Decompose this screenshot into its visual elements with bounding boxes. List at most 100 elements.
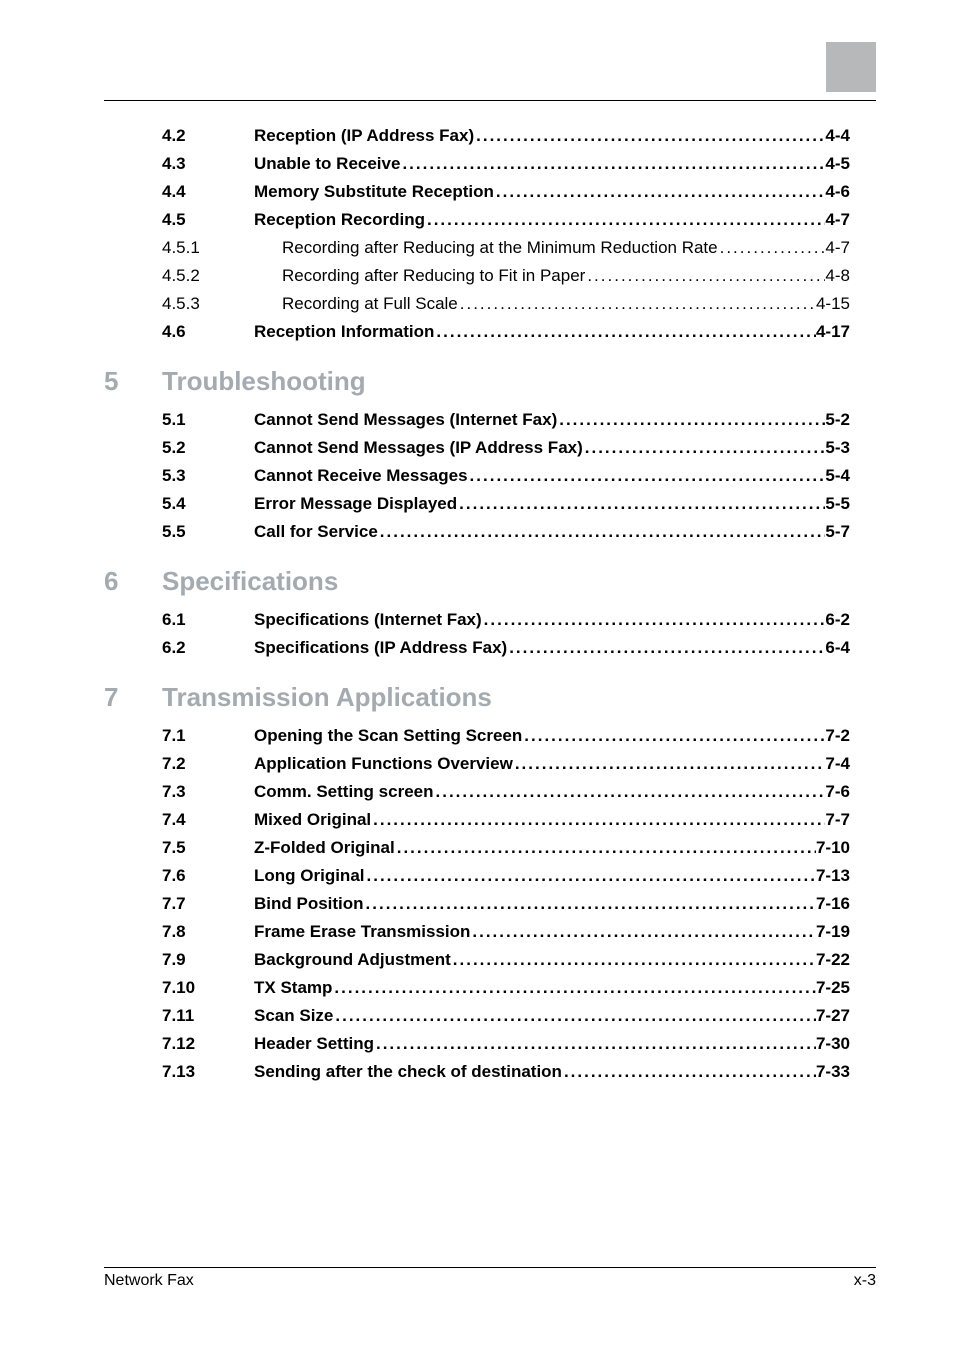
toc-entry: 7.11Scan Size...........................… — [162, 1006, 850, 1026]
toc-entry: 7.6Long Original........................… — [162, 866, 850, 886]
entry-page: 4-5 — [825, 154, 850, 174]
entry-page: 4-7 — [825, 210, 850, 230]
entry-page: 5-2 — [825, 410, 850, 430]
entry-title-cell: Cannot Send Messages (IP Address Fax)...… — [254, 438, 850, 458]
entry-number: 4.2 — [162, 126, 254, 146]
entry-page: 7-22 — [816, 950, 850, 970]
chapters-container: 5Troubleshooting 5.1Cannot Send Messages … — [162, 366, 850, 1082]
entry-page: 7-19 — [816, 922, 850, 942]
entry-title: Background Adjustment — [254, 950, 451, 970]
entry-number: 5.4 — [162, 494, 254, 514]
entry-number: 7.13 — [162, 1062, 254, 1082]
toc-entry: 4.3Unable to Receive....................… — [162, 154, 850, 174]
chapter-title: Transmission Applications — [162, 682, 492, 712]
entry-title: Long Original — [254, 866, 365, 886]
entry-number: 5.5 — [162, 522, 254, 542]
entry-page: 4-4 — [825, 126, 850, 146]
toc-entry: 5.3Cannot Receive Messages..............… — [162, 466, 850, 486]
entry-number: 7.5 — [162, 838, 254, 858]
entry-title-cell: Specifications (Internet Fax)...........… — [254, 610, 850, 630]
toc-entry: 5.4Error Message Displayed..............… — [162, 494, 850, 514]
toc-entry: 4.4Memory Substitute Reception..........… — [162, 182, 850, 202]
entry-number: 4.5.3 — [162, 294, 254, 314]
chapter-4-continued: 4.2Reception (IP Address Fax)...........… — [162, 126, 850, 342]
entry-title: TX Stamp — [254, 978, 332, 998]
leader-dots: ........................................… — [374, 1034, 816, 1054]
entry-number: 4.6 — [162, 322, 254, 342]
footer-row: Network Fax x-3 — [104, 1272, 876, 1290]
toc-entry: 7.2Application Functions Overview.......… — [162, 754, 850, 774]
toc-entry: 7.5Z-Folded Original....................… — [162, 838, 850, 858]
chapter-heading: 5Troubleshooting — [162, 366, 850, 396]
leader-dots: ........................................… — [470, 922, 816, 942]
entry-title: Error Message Displayed — [254, 494, 457, 514]
leader-dots: ........................................… — [482, 610, 826, 630]
entry-title: Cannot Send Messages (Internet Fax) — [254, 410, 557, 430]
entry-page: 7-16 — [816, 894, 850, 914]
entry-title: Bind Position — [254, 894, 364, 914]
chapter-number: 5 — [104, 366, 118, 397]
toc-entry: 7.13Sending after the check of destinati… — [162, 1062, 850, 1082]
leader-dots: ........................................… — [425, 210, 825, 230]
entry-number: 6.1 — [162, 610, 254, 630]
entry-title: Opening the Scan Setting Screen — [254, 726, 522, 746]
chapter-heading: 6Specifications — [162, 566, 850, 596]
entry-title: Specifications (IP Address Fax) — [254, 638, 507, 658]
entry-title-cell: Call for Service........................… — [254, 522, 850, 542]
entry-title-cell: Application Functions Overview..........… — [254, 754, 850, 774]
entry-number: 7.7 — [162, 894, 254, 914]
entry-page: 7-7 — [825, 810, 850, 830]
entry-number: 6.2 — [162, 638, 254, 658]
toc-entry: 7.12Header Setting......................… — [162, 1034, 850, 1054]
toc-entry: 4.5.2Recording after Reducing to Fit in … — [162, 266, 850, 286]
entry-number: 7.8 — [162, 922, 254, 942]
leader-dots: ........................................… — [371, 810, 825, 830]
entry-title-cell: Z-Folded Original.......................… — [254, 838, 850, 858]
toc-content: 4.2Reception (IP Address Fax)...........… — [104, 126, 850, 1082]
entry-page: 7-4 — [825, 754, 850, 774]
entry-page: 4-15 — [816, 294, 850, 314]
entry-title: Cannot Receive Messages — [254, 466, 468, 486]
leader-dots: ........................................… — [458, 294, 816, 314]
leader-dots: ........................................… — [583, 438, 826, 458]
entry-title: Unable to Receive — [254, 154, 400, 174]
page-footer: Network Fax x-3 — [104, 1267, 876, 1290]
toc-entry: 4.6Reception Information................… — [162, 322, 850, 342]
entry-title: Recording after Reducing at the Minimum … — [282, 238, 718, 258]
entry-title: Z-Folded Original — [254, 838, 395, 858]
entry-title-cell: Background Adjustment...................… — [254, 950, 850, 970]
toc-entry: 5.1Cannot Send Messages (Internet Fax)..… — [162, 410, 850, 430]
chapter-number: 6 — [104, 566, 118, 597]
leader-dots: ........................................… — [507, 638, 825, 658]
header-accent-box — [826, 42, 876, 92]
leader-dots: ........................................… — [457, 494, 825, 514]
entry-title: Scan Size — [254, 1006, 333, 1026]
entry-page: 7-2 — [825, 726, 850, 746]
entry-number: 7.1 — [162, 726, 254, 746]
entry-page: 7-33 — [816, 1062, 850, 1082]
entry-title-cell: Bind Position...........................… — [254, 894, 850, 914]
entry-title: Reception Recording — [254, 210, 425, 230]
toc-entry: 4.5.1Recording after Reducing at the Min… — [162, 238, 850, 258]
entry-page: 4-7 — [825, 238, 850, 258]
entry-title-cell: Recording at Full Scale.................… — [282, 294, 850, 314]
entry-title: Cannot Send Messages (IP Address Fax) — [254, 438, 583, 458]
entry-number: 7.10 — [162, 978, 254, 998]
entry-page: 5-5 — [825, 494, 850, 514]
toc-area: 4.2Reception (IP Address Fax)...........… — [162, 126, 850, 1082]
leader-dots: ........................................… — [557, 410, 825, 430]
toc-entry: 6.2Specifications (IP Address Fax)......… — [162, 638, 850, 658]
toc-entry: 7.3Comm. Setting screen.................… — [162, 782, 850, 802]
entry-page: 7-10 — [816, 838, 850, 858]
leader-dots: ........................................… — [333, 1006, 816, 1026]
entry-title: Reception (IP Address Fax) — [254, 126, 474, 146]
leader-dots: ........................................… — [365, 866, 816, 886]
entry-title-cell: Reception (IP Address Fax)..............… — [254, 126, 850, 146]
entry-page: 4-17 — [816, 322, 850, 342]
leader-dots: ........................................… — [434, 322, 816, 342]
leader-dots: ........................................… — [434, 782, 826, 802]
entry-number: 5.2 — [162, 438, 254, 458]
entry-title: Memory Substitute Reception — [254, 182, 494, 202]
toc-entry: 7.1Opening the Scan Setting Screen......… — [162, 726, 850, 746]
entry-title-cell: Unable to Receive.......................… — [254, 154, 850, 174]
